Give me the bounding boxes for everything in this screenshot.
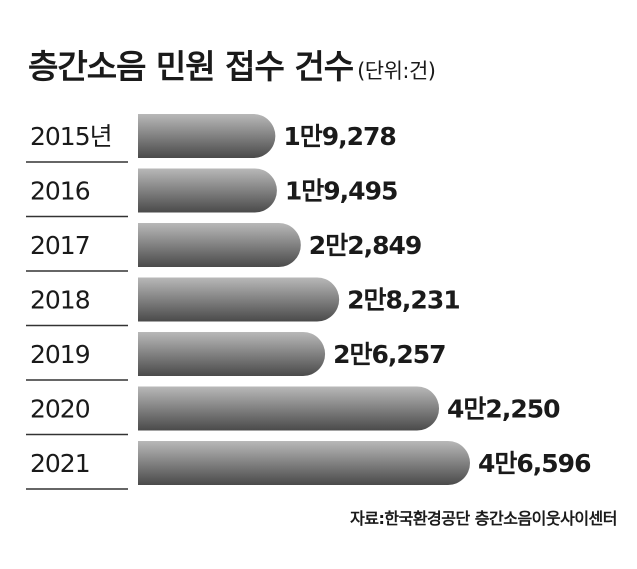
category-label-2: 2017 (30, 231, 90, 260)
category-label-6: 2021 (30, 449, 90, 478)
category-label-3: 2018 (30, 286, 90, 315)
bar-2 (138, 223, 301, 267)
category-label-0: 2015년 (30, 122, 112, 151)
source-note: 자료:한국환경공단 층간소음이웃사이센터 (350, 509, 617, 528)
value-label-3: 2만8,231 (347, 286, 459, 315)
bar-6 (138, 441, 470, 485)
unit-label: (단위:건) (357, 59, 436, 83)
value-label-6: 4만6,596 (478, 449, 591, 478)
value-label-5: 4만2,250 (447, 395, 560, 424)
bar-5 (138, 386, 440, 431)
value-label-1: 1만9,495 (285, 177, 397, 206)
bar-4 (138, 332, 326, 376)
bar-3 (138, 277, 340, 322)
title-row: 층간소음 민원 접수 건수 (단위:건) (28, 40, 436, 90)
category-label-5: 2020 (30, 395, 90, 424)
category-label-1: 2016 (30, 177, 90, 206)
bar-0 (138, 114, 276, 158)
category-label-4: 2019 (30, 340, 90, 369)
value-label-4: 2만6,257 (333, 340, 445, 369)
bar-1 (138, 168, 277, 213)
chart-title: 층간소음 민원 접수 건수 (28, 47, 354, 86)
value-label-0: 1만9,278 (283, 122, 395, 151)
value-label-2: 2만2,849 (309, 231, 421, 260)
bars-layer: 2015년 1만9,278 2016 1만9,495 2017 2만2,849 2018 2만… (26, 114, 592, 490)
